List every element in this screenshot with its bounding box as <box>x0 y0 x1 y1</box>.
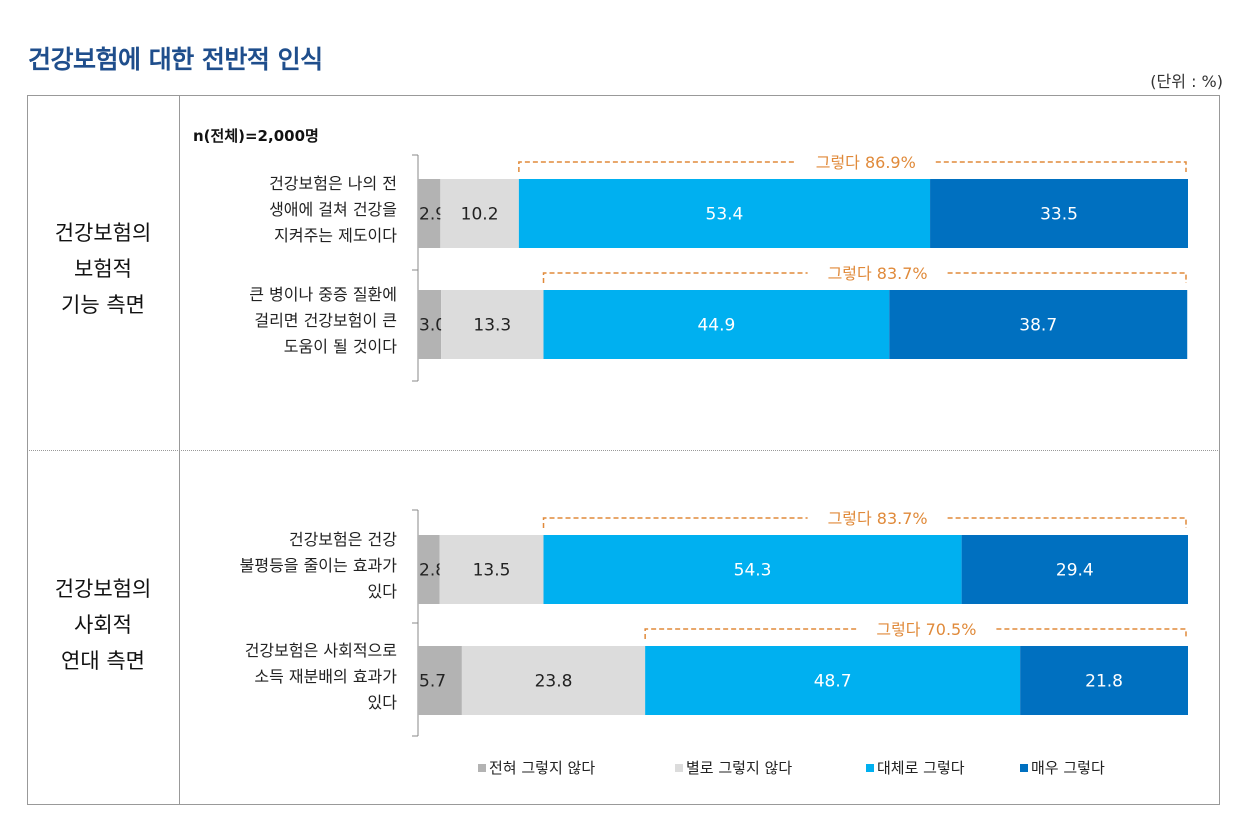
data-label: 5.7 <box>419 672 446 692</box>
bracket <box>644 628 1187 639</box>
data-label: 33.5 <box>1040 205 1078 225</box>
bracket-label: 그렇다 83.7% <box>828 264 928 283</box>
bar-segment <box>930 179 1188 248</box>
data-label: 38.7 <box>1019 316 1057 336</box>
bar-segment <box>518 179 931 248</box>
bracket-label: 그렇다 70.5% <box>876 620 976 639</box>
data-label: 29.4 <box>1056 561 1094 581</box>
bracket <box>542 272 1187 283</box>
data-label: 3.0 <box>419 316 446 336</box>
data-label: 53.4 <box>706 205 744 225</box>
data-label: 21.8 <box>1085 672 1123 692</box>
category-label: 소득 재분배의 효과가 <box>254 667 397 686</box>
category-label: 불평등을 줄이는 효과가 <box>240 556 398 575</box>
bar-segment <box>418 535 440 604</box>
bar-segment <box>441 290 544 359</box>
unit-label: (단위 : %) <box>1150 72 1223 91</box>
bracket <box>542 517 1187 528</box>
bar-segment <box>418 179 441 248</box>
category-label: 지켜주는 제도이다 <box>274 226 397 245</box>
category-label: 생애에 걸쳐 건강을 <box>269 200 397 219</box>
data-label: 54.3 <box>734 561 772 581</box>
category-label: 있다 <box>368 693 398 712</box>
bar-segment <box>418 646 462 715</box>
bar-segment <box>461 646 646 715</box>
legend-swatch <box>1020 764 1028 772</box>
category-label: 도움이 될 것이다 <box>284 337 397 356</box>
bar-segment <box>961 535 1188 604</box>
section-line: 건강보험의 <box>54 577 152 601</box>
category-label: 걸리면 건강보험이 큰 <box>254 311 397 330</box>
category-label: 건강보험은 건강 <box>289 530 397 549</box>
data-label: 13.5 <box>473 561 511 581</box>
bar-segment <box>418 290 442 359</box>
bracket-label: 그렇다 83.7% <box>828 509 928 528</box>
legend-swatch <box>866 764 874 772</box>
legend-swatch <box>675 764 683 772</box>
bar-segment <box>645 646 1021 715</box>
category-label: 건강보험은 나의 전 <box>269 174 397 193</box>
bracket-label: 그렇다 86.9% <box>816 153 916 172</box>
data-label: 23.8 <box>535 672 573 692</box>
legend-label: 별로 그렇지 않다 <box>686 759 792 777</box>
page-title: 건강보험에 대한 전반적 인식 <box>28 45 323 74</box>
bar-segment <box>889 290 1188 359</box>
bar-segment <box>439 535 544 604</box>
category-label: 있다 <box>368 582 398 601</box>
data-label: 13.3 <box>473 316 511 336</box>
section-line: 보험적 <box>74 257 132 281</box>
data-label: 44.9 <box>697 316 735 336</box>
category-label: 큰 병이나 중증 질환에 <box>249 285 397 304</box>
section-label-insurance-function: 건강보험의 보험적 기능 측면 <box>28 215 178 323</box>
data-label: 10.2 <box>461 205 499 225</box>
bar-segment <box>543 290 890 359</box>
bracket <box>518 161 1187 172</box>
data-label: 2.9 <box>419 205 446 225</box>
category-label: 건강보험은 사회적으로 <box>245 641 397 660</box>
section-line: 기능 측면 <box>61 293 145 317</box>
section-line: 연대 측면 <box>61 649 145 673</box>
bar-segment <box>1020 646 1188 715</box>
data-label: 48.7 <box>814 672 852 692</box>
bar-segment <box>440 179 519 248</box>
bar-segment <box>543 535 962 604</box>
section-line: 건강보험의 <box>54 221 152 245</box>
section-line: 사회적 <box>74 613 132 637</box>
legend-swatch <box>478 764 486 772</box>
legend-label: 매우 그렇다 <box>1031 759 1105 777</box>
section-label-social-solidarity: 건강보험의 사회적 연대 측면 <box>28 571 178 679</box>
data-label: 2.8 <box>419 561 446 581</box>
legend-label: 대체로 그렇다 <box>877 759 965 777</box>
horizontal-divider <box>27 450 1220 451</box>
sample-size-note: n(전체)=2,000명 <box>193 127 319 145</box>
legend-label: 전혀 그렇지 않다 <box>489 759 595 777</box>
